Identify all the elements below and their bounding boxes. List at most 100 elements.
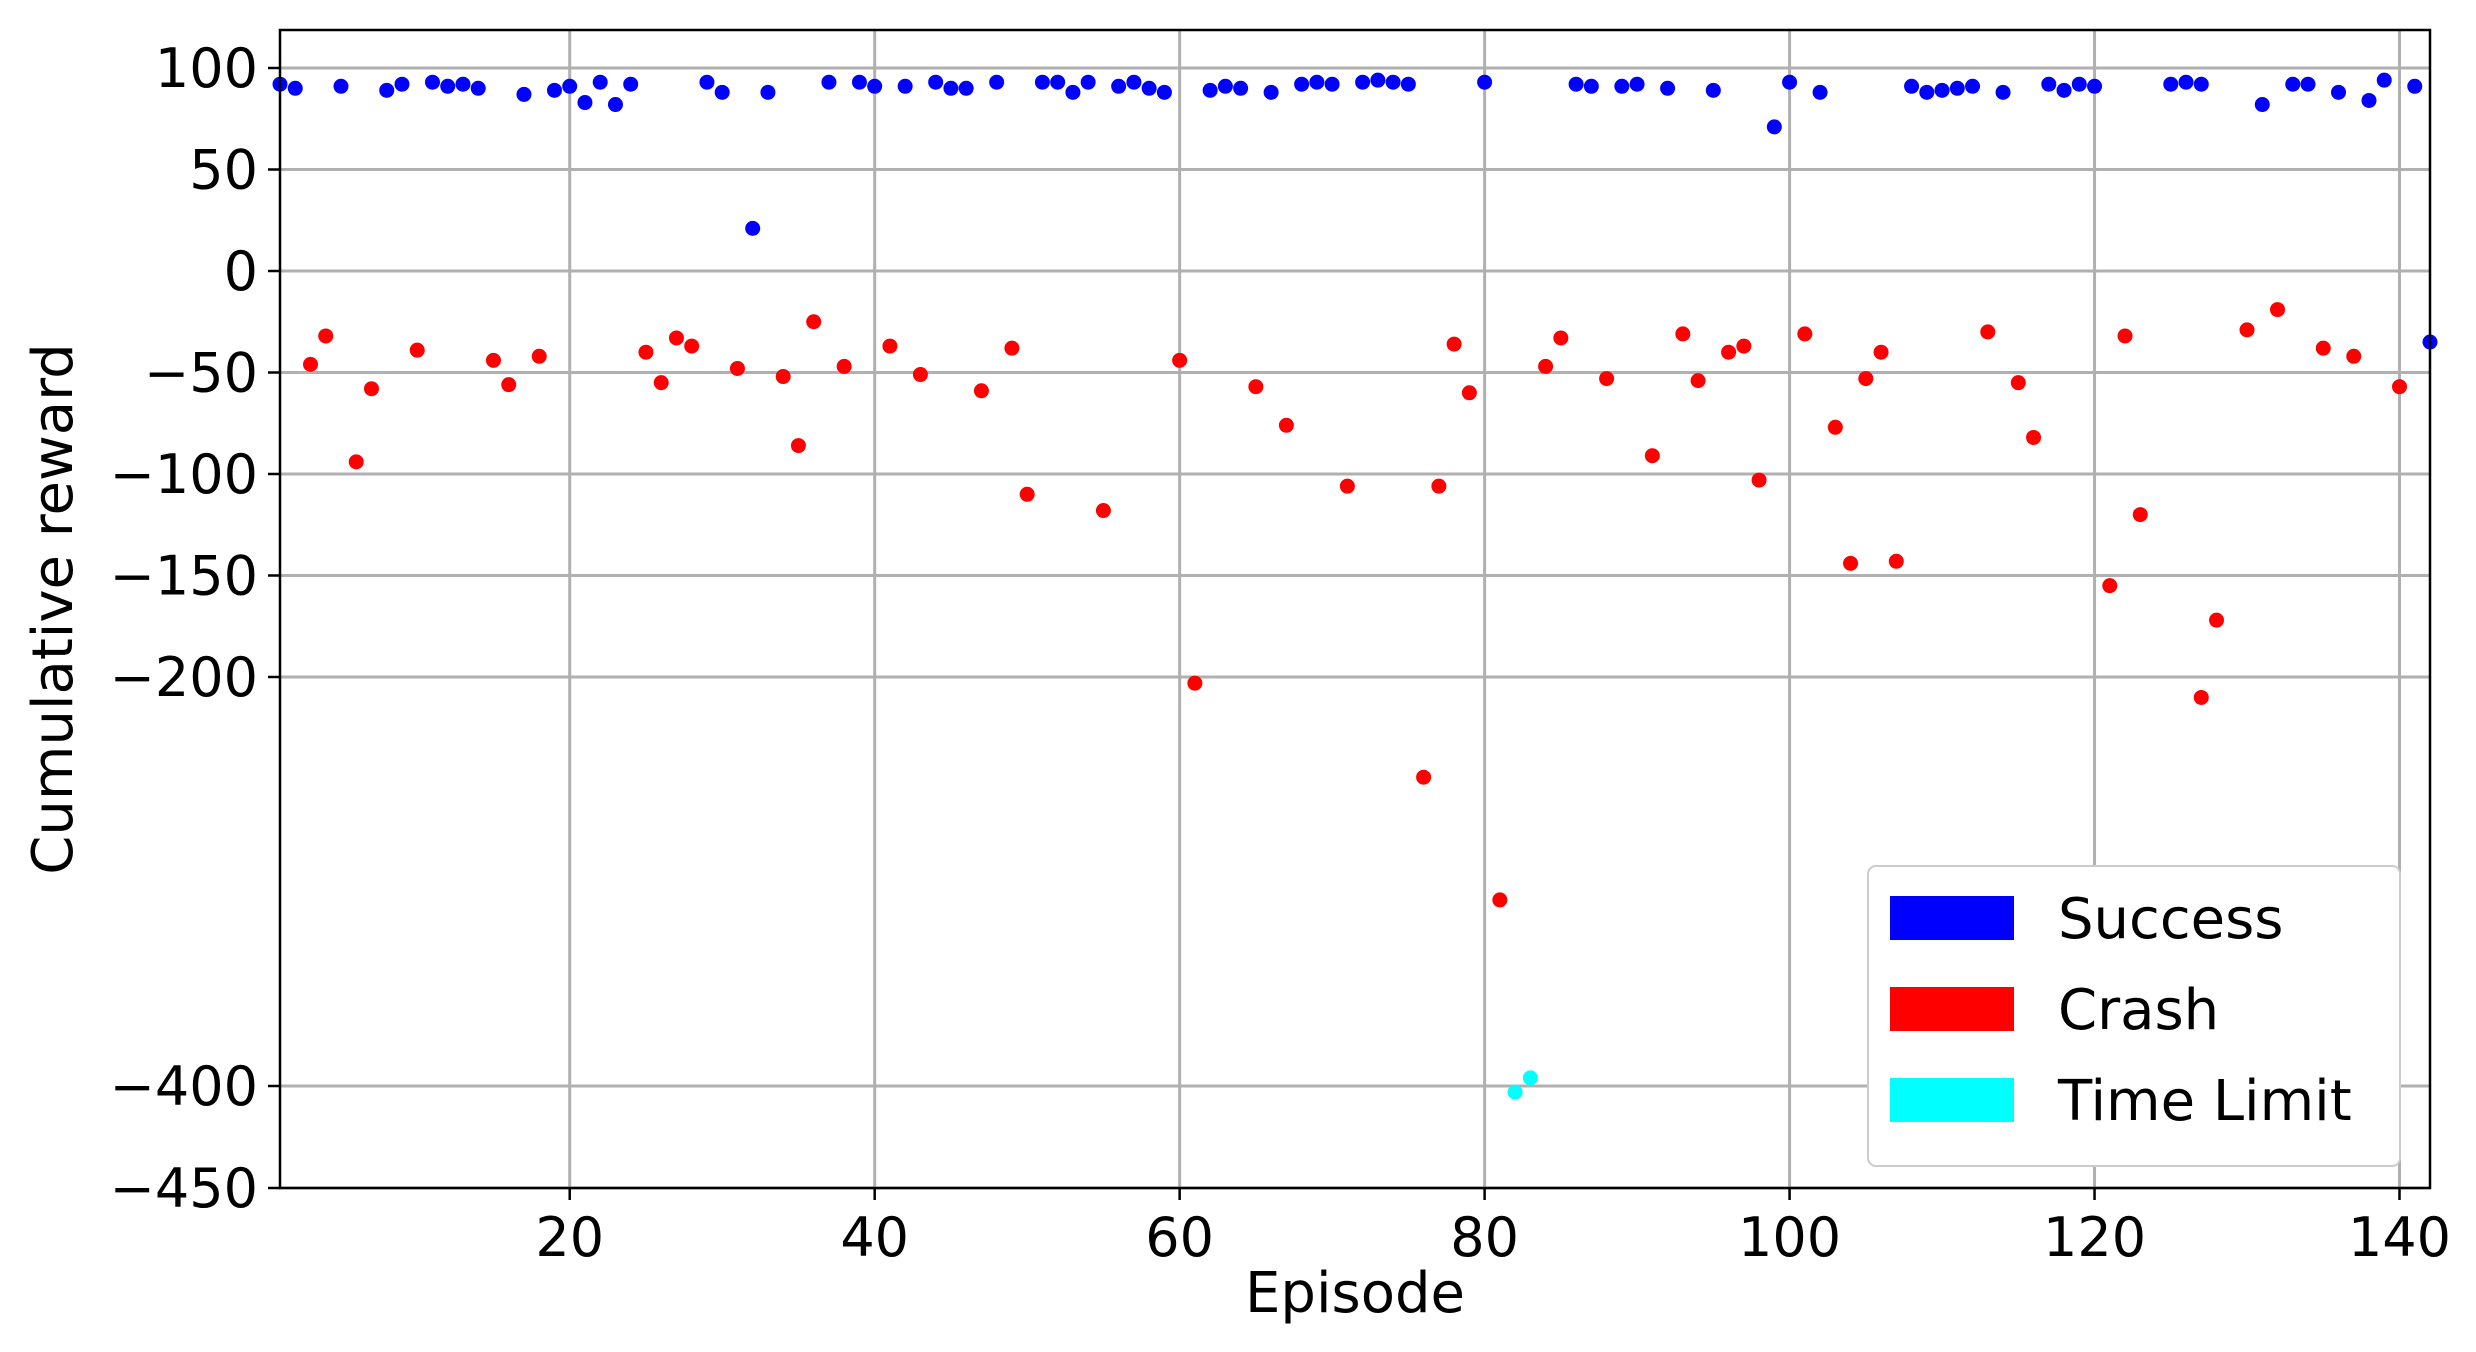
success-point — [989, 74, 1005, 90]
crash-point — [1827, 419, 1843, 435]
crash-point — [1004, 340, 1020, 356]
crash-point — [1431, 478, 1447, 494]
crash-point — [2117, 328, 2133, 344]
crash-point — [409, 342, 425, 358]
success-point — [1294, 76, 1310, 92]
crash-point — [882, 338, 898, 354]
crash-point — [485, 352, 501, 368]
success-point — [2163, 76, 2179, 92]
success-point — [943, 80, 959, 96]
success-point — [1477, 74, 1493, 90]
crash-point — [1675, 326, 1691, 342]
crash-point — [729, 360, 745, 376]
y-tick-label: 50 — [189, 139, 258, 202]
crash-point — [1339, 478, 1355, 494]
success-point — [1766, 119, 1782, 135]
crash-point — [1721, 344, 1737, 360]
crash-point — [2026, 429, 2042, 445]
crash-point — [1888, 553, 1904, 569]
crash-point — [1690, 373, 1706, 389]
success-point — [2041, 76, 2057, 92]
crash-point — [2132, 507, 2148, 523]
success-point — [1400, 76, 1416, 92]
crash-point — [2315, 340, 2331, 356]
success-point — [1324, 76, 1340, 92]
success-point — [1309, 74, 1325, 90]
crash-point — [1873, 344, 1889, 360]
crash-point — [1278, 417, 1294, 433]
legend-swatch — [1890, 1078, 2014, 1122]
legend-swatch — [1890, 987, 2014, 1031]
success-point — [1568, 76, 1584, 92]
legend-label: Time Limit — [2057, 1069, 2352, 1134]
success-point — [470, 80, 486, 96]
x-axis-label: Episode — [1245, 1261, 1465, 1326]
y-tick-label: −100 — [110, 443, 258, 506]
success-point — [440, 78, 456, 94]
success-point — [1050, 74, 1066, 90]
legend-label: Crash — [2058, 978, 2219, 1043]
success-point — [455, 76, 471, 92]
success-point — [394, 76, 410, 92]
crash-point — [318, 328, 334, 344]
success-point — [2331, 84, 2347, 100]
crash-point — [836, 358, 852, 374]
success-point — [516, 86, 532, 102]
crash-point — [790, 438, 806, 454]
crash-point — [1980, 324, 1996, 340]
success-point — [699, 74, 715, 90]
crash-point — [973, 383, 989, 399]
success-point — [1385, 74, 1401, 90]
crash-point — [638, 344, 654, 360]
x-tick-label: 20 — [535, 1206, 604, 1269]
crash-point — [1644, 448, 1660, 464]
x-tick-label: 100 — [1738, 1206, 1841, 1269]
crash-point — [1172, 352, 1188, 368]
success-point — [1705, 82, 1721, 98]
y-tick-label: −400 — [110, 1055, 258, 1118]
time-limit-point — [1507, 1084, 1523, 1100]
crash-point — [2392, 379, 2408, 395]
success-point — [897, 78, 913, 94]
crash-point — [1858, 371, 1874, 387]
crash-point — [775, 369, 791, 385]
crash-point — [684, 338, 700, 354]
crash-point — [1248, 379, 1264, 395]
crash-point — [1446, 336, 1462, 352]
x-tick-label: 80 — [1450, 1206, 1519, 1269]
success-point — [1065, 84, 1081, 100]
crash-point — [2239, 322, 2255, 338]
success-point — [1111, 78, 1127, 94]
crash-point — [1843, 555, 1859, 571]
success-point — [2254, 97, 2270, 113]
crash-point — [1797, 326, 1813, 342]
y-tick-label: −50 — [144, 342, 258, 405]
success-point — [1904, 78, 1920, 94]
success-point — [1126, 74, 1142, 90]
x-tick-label: 120 — [2043, 1206, 2146, 1269]
plot-area-frame — [278, 28, 2432, 1190]
success-point — [1660, 80, 1676, 96]
success-point — [1202, 82, 1218, 98]
success-point — [1629, 76, 1645, 92]
crash-point — [668, 330, 684, 346]
crash-point — [2010, 375, 2026, 391]
success-point — [1934, 82, 1950, 98]
crash-point — [1095, 503, 1111, 519]
grid-lines — [280, 30, 2430, 1190]
success-point — [2407, 78, 2423, 94]
success-point — [379, 82, 395, 98]
y-tick-label: 100 — [155, 37, 258, 100]
y-axis-label: Cumulative reward — [21, 343, 86, 874]
success-point — [1370, 72, 1386, 88]
crash-point — [1187, 675, 1203, 691]
crash-point — [653, 375, 669, 391]
y-tick-label: −200 — [110, 646, 258, 709]
y-tick-label: −150 — [110, 545, 258, 608]
success-point — [2071, 76, 2087, 92]
success-point — [1614, 78, 1630, 94]
success-point — [546, 82, 562, 98]
crash-point — [912, 367, 928, 383]
success-point — [333, 78, 349, 94]
crash-point — [2209, 612, 2225, 628]
